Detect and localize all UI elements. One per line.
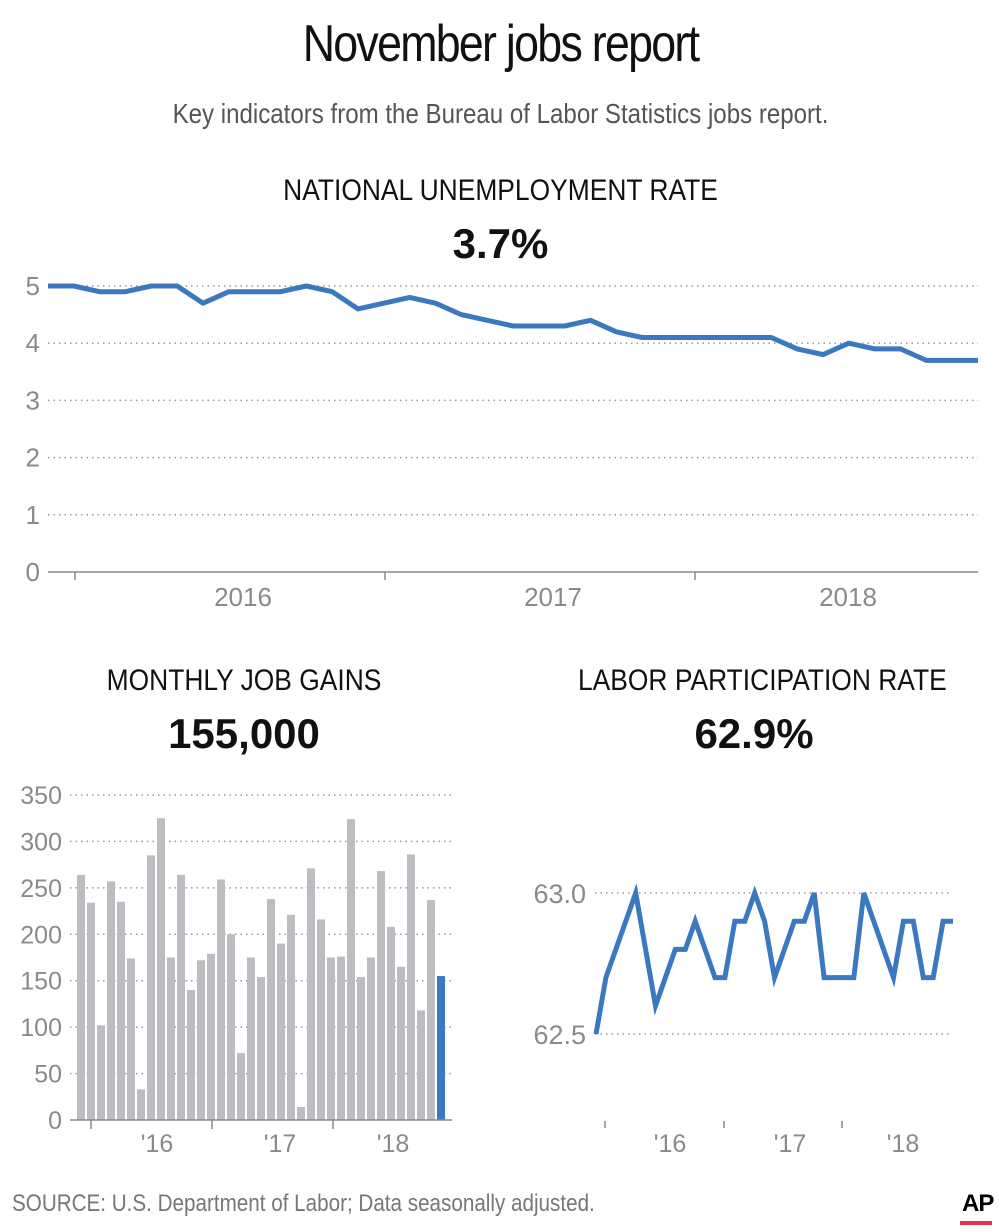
y-tick-label: 63.0 bbox=[533, 879, 586, 909]
job-gains-bar bbox=[97, 1025, 105, 1120]
job-gains-bar bbox=[387, 926, 395, 1120]
job-gains-bar bbox=[347, 819, 355, 1120]
job-gains-bar bbox=[437, 976, 445, 1120]
y-tick-label: 62.5 bbox=[533, 1020, 586, 1050]
x-tick-label: '16 bbox=[141, 1130, 174, 1158]
y-tick-label: 250 bbox=[20, 875, 62, 903]
unemployment-line bbox=[48, 283, 978, 363]
job-gains-bar bbox=[187, 990, 195, 1120]
y-tick-label: 5 bbox=[26, 271, 40, 301]
job-gains-bar bbox=[137, 1089, 145, 1120]
job-gains-bar bbox=[337, 956, 345, 1120]
job-gains-bar bbox=[357, 977, 365, 1120]
y-tick-label: 50 bbox=[34, 1061, 62, 1089]
job-gains-bar bbox=[367, 957, 375, 1120]
x-tick-label: 2018 bbox=[819, 582, 877, 612]
job-gains-bar bbox=[417, 1010, 425, 1120]
job-gains-bar bbox=[157, 818, 165, 1120]
x-tick-label: '18 bbox=[887, 1130, 920, 1158]
participation-value: 62.9% bbox=[694, 710, 814, 757]
job-gains-bar bbox=[217, 879, 225, 1120]
x-tick-label: '17 bbox=[264, 1130, 297, 1158]
x-tick-label: '16 bbox=[654, 1130, 687, 1158]
y-tick-label: 4 bbox=[26, 328, 40, 358]
job-gains-bar bbox=[427, 899, 435, 1120]
unemployment-title: NATIONAL UNEMPLOYMENT RATE bbox=[283, 174, 718, 207]
job-gains-bar bbox=[227, 934, 235, 1120]
job-gains-bar bbox=[317, 919, 325, 1120]
y-tick-label: 1 bbox=[26, 500, 40, 530]
job-gains-value: 155,000 bbox=[168, 710, 320, 757]
y-tick-label: 150 bbox=[20, 968, 62, 996]
job-gains-bar bbox=[267, 899, 275, 1120]
job-gains-bar bbox=[257, 977, 265, 1120]
job-gains-bar bbox=[207, 953, 215, 1120]
x-tick-label: '17 bbox=[774, 1130, 807, 1158]
x-tick-label: '18 bbox=[377, 1130, 410, 1158]
job-gains-bar bbox=[117, 901, 125, 1120]
source-note: SOURCE: U.S. Department of Labor; Data s… bbox=[12, 1190, 595, 1217]
job-gains-bar bbox=[297, 1107, 305, 1120]
y-tick-label: 2 bbox=[26, 443, 40, 473]
y-tick-label: 100 bbox=[20, 1014, 62, 1042]
job-gains-bar bbox=[277, 943, 285, 1120]
job-gains-bar bbox=[127, 958, 135, 1120]
job-gains-title: MONTHLY JOB GAINS bbox=[106, 664, 382, 697]
y-tick-label: 0 bbox=[26, 557, 40, 587]
job-gains-bar bbox=[407, 854, 415, 1120]
y-tick-label: 300 bbox=[20, 828, 62, 856]
participation-line bbox=[593, 883, 953, 1035]
job-gains-bar bbox=[197, 960, 205, 1120]
job-gains-bar bbox=[397, 966, 405, 1120]
y-tick-label: 0 bbox=[48, 1107, 62, 1135]
ap-logo-underline bbox=[960, 1221, 992, 1225]
job-gains-bar bbox=[327, 957, 335, 1120]
y-tick-label: 3 bbox=[26, 385, 40, 415]
job-gains-bar bbox=[147, 855, 155, 1120]
page-subtitle: Key indicators from the Bureau of Labor … bbox=[172, 98, 829, 129]
job-gains-bar bbox=[377, 871, 385, 1120]
job-gains-bar bbox=[87, 902, 95, 1120]
page-title: November jobs report bbox=[302, 15, 700, 73]
job-gains-bar bbox=[177, 874, 185, 1120]
job-gains-bar bbox=[247, 957, 255, 1120]
ap-logo: AP bbox=[962, 1190, 994, 1217]
x-tick-label: 2016 bbox=[214, 582, 272, 612]
job-gains-bar bbox=[307, 868, 315, 1120]
x-tick-label: 2017 bbox=[524, 582, 582, 612]
y-tick-label: 350 bbox=[20, 782, 62, 810]
job-gains-bar bbox=[107, 881, 115, 1120]
job-gains-bar bbox=[77, 874, 85, 1120]
unemployment-value: 3.7% bbox=[452, 220, 549, 267]
job-gains-bar bbox=[287, 914, 295, 1120]
y-tick-label: 200 bbox=[20, 921, 62, 949]
job-gains-bar bbox=[237, 1053, 245, 1120]
job-gains-bar bbox=[167, 957, 175, 1120]
participation-title: LABOR PARTICIPATION RATE bbox=[578, 664, 947, 697]
